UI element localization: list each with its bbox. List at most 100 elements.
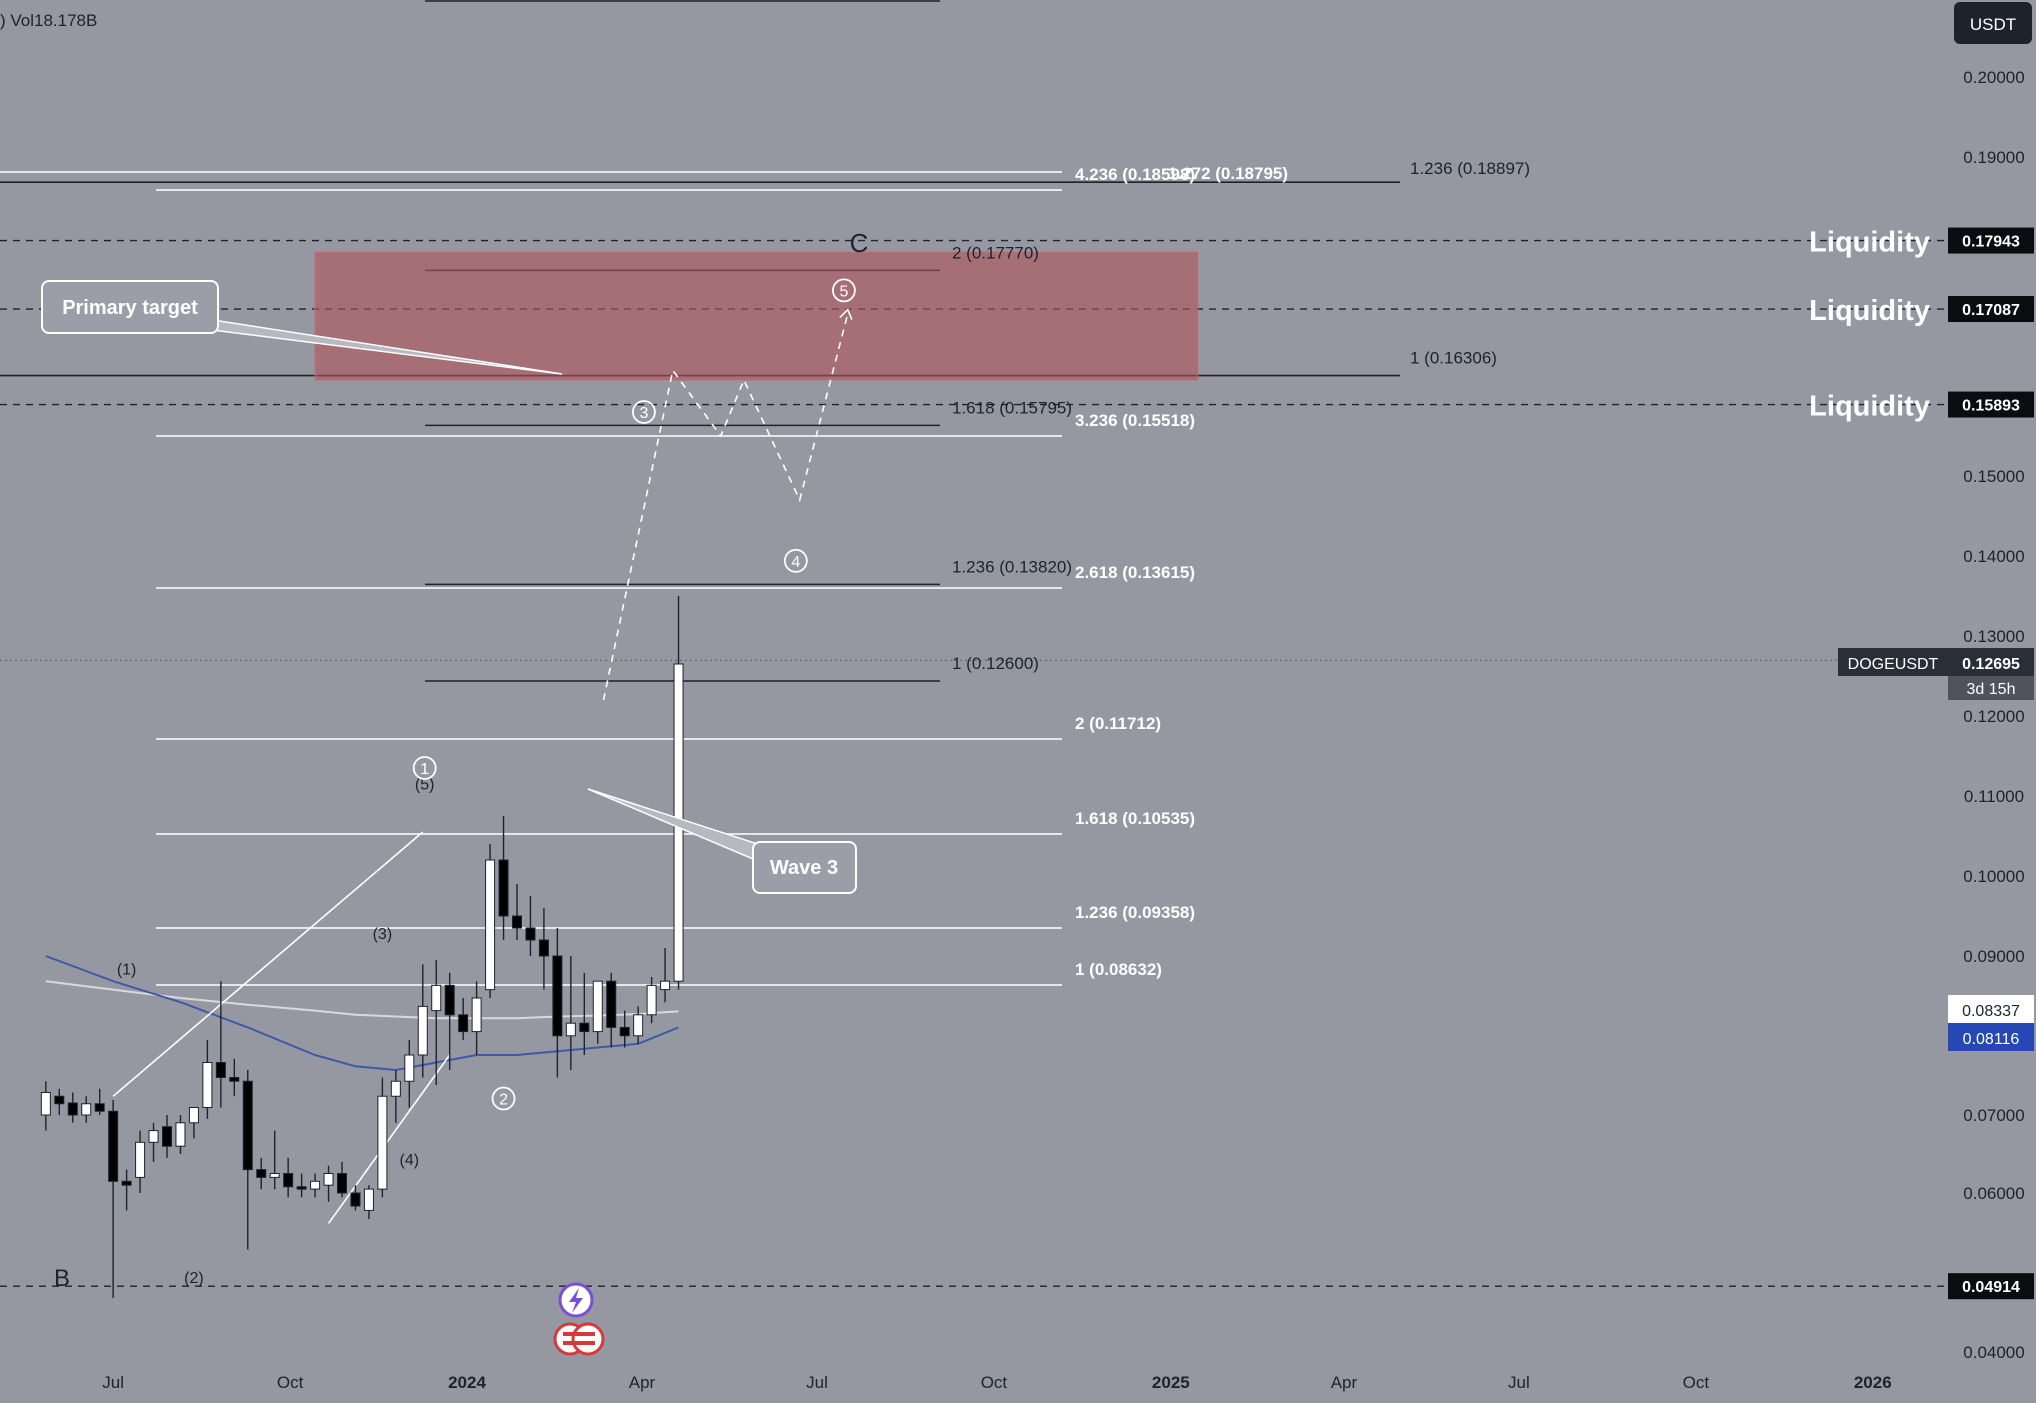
candle[interactable] (54, 1088, 65, 1115)
candles[interactable] (40, 596, 684, 1298)
candle-body (296, 1186, 307, 1190)
candle-body (337, 1173, 347, 1194)
candle[interactable] (579, 972, 590, 1055)
candle[interactable] (363, 1185, 374, 1220)
moving-averages (45, 955, 679, 1072)
candle[interactable] (256, 1157, 267, 1190)
candle[interactable] (121, 1169, 132, 1211)
wave-label: (5) (415, 777, 435, 794)
candle[interactable] (377, 1077, 388, 1198)
candle-body (579, 1022, 590, 1033)
level-lines (0, 0, 1952, 1287)
symbol-price-tag: DOGEUSDT 0.12695 3d 15h (1838, 648, 2034, 700)
candle[interactable] (633, 1006, 644, 1044)
candle[interactable] (606, 972, 617, 1048)
candle[interactable] (431, 960, 442, 1085)
liquidity-label: Liquidity (1809, 295, 1930, 327)
candle[interactable] (646, 977, 657, 1024)
target-zone[interactable] (314, 251, 1199, 381)
candle[interactable] (337, 1161, 347, 1198)
candle[interactable] (40, 1081, 51, 1131)
candle[interactable] (188, 1107, 199, 1139)
wave-labels: (1) (2) (3) (4) (5)1 2 3 4 5 B C (54, 228, 868, 1292)
liquidity-price-tag (1948, 227, 2034, 254)
candle[interactable] (229, 1058, 240, 1097)
time-tick-label: Apr (629, 1373, 656, 1392)
candle[interactable] (67, 1092, 78, 1123)
ma-value: 0.08116 (1963, 1031, 2020, 1048)
candle-body (229, 1077, 240, 1082)
candle[interactable] (660, 948, 671, 1003)
candle[interactable] (283, 1157, 294, 1198)
candle[interactable] (175, 1115, 186, 1154)
liquidity-price: 0.17943 (1962, 234, 2020, 251)
candle[interactable] (242, 1070, 253, 1250)
candle[interactable] (512, 884, 522, 940)
candle[interactable] (162, 1115, 172, 1158)
candle-body (565, 1022, 576, 1037)
candle-body (512, 915, 522, 929)
symbol-price: 0.12695 (1962, 656, 2020, 673)
candle[interactable] (296, 1173, 307, 1198)
candle-body (135, 1141, 146, 1178)
circled-wave-ring (632, 400, 656, 424)
candle[interactable] (458, 998, 469, 1040)
time-tick-label: Jul (806, 1373, 828, 1392)
candle[interactable] (148, 1122, 159, 1162)
circled-wave-number: 1 (420, 761, 429, 778)
candle-body (310, 1180, 321, 1190)
event-icons[interactable] (553, 1282, 605, 1356)
projection (602, 308, 853, 701)
candle[interactable] (471, 981, 482, 1055)
liquidity-label: Liquidity (1809, 391, 1930, 423)
candle-body (660, 980, 671, 991)
projection-arrowhead (839, 308, 853, 320)
liquidity-price: 0.15893 (1962, 398, 2020, 415)
candle[interactable] (619, 1010, 630, 1048)
candle[interactable] (310, 1173, 321, 1198)
ma-value-tag: 0.08116 (1948, 1023, 2034, 1051)
flag-stripes-2 (563, 1341, 595, 1345)
candle[interactable] (390, 1070, 401, 1123)
candle[interactable] (525, 896, 536, 956)
price-tick-label: 0.06000 (1963, 1184, 2024, 1203)
candle[interactable] (417, 964, 428, 1078)
candle[interactable] (215, 981, 226, 1108)
liquidity-price: 0.04914 (1962, 1279, 2020, 1296)
price-axis[interactable]: 0.17943 0.17087 0.15893 0.04914 0.20000 0.190… (1948, 68, 2034, 1362)
candle[interactable] (269, 1130, 280, 1190)
candle[interactable] (323, 1165, 334, 1202)
price-tick-label: 0.09000 (1963, 947, 2024, 966)
us-flag-icon-2[interactable] (571, 1322, 605, 1356)
candle[interactable] (673, 596, 684, 990)
target-zone-group (314, 251, 1199, 381)
fib-label: 1 (0.08632) (1075, 960, 1162, 979)
candle[interactable] (444, 972, 455, 1070)
candle[interactable] (135, 1130, 146, 1193)
circled-wave-number: 3 (639, 405, 648, 422)
ma-white-line (45, 980, 679, 1020)
candle[interactable] (94, 1088, 105, 1115)
candle[interactable] (552, 928, 563, 1078)
time-axis[interactable]: Jul Oct 2024 Apr Jul Oct 2025 Apr Jul Oct 2026 (102, 1373, 1891, 1392)
candle[interactable] (202, 1040, 213, 1119)
candle[interactable] (108, 1100, 119, 1298)
fib-label: 1.618 (0.10535) (1075, 809, 1195, 828)
candle-countdown: 3d 15h (1967, 681, 2016, 698)
price-tick-label: 0.13000 (1963, 627, 2024, 646)
candle[interactable] (538, 908, 549, 990)
primary-target-callout[interactable]: Primary target (41, 280, 563, 375)
candle[interactable] (498, 816, 509, 940)
candle[interactable] (81, 1096, 92, 1123)
candle[interactable] (350, 1185, 361, 1211)
candle-body (188, 1107, 199, 1124)
candle[interactable] (404, 1040, 415, 1108)
currency-button[interactable]: USDT (1954, 2, 2032, 44)
candle[interactable] (565, 956, 576, 1070)
candle[interactable] (485, 844, 496, 998)
liquidity-price-tag (1948, 296, 2034, 323)
candle[interactable] (592, 980, 603, 1044)
wave3-callout[interactable]: Wave 3 (587, 788, 857, 894)
